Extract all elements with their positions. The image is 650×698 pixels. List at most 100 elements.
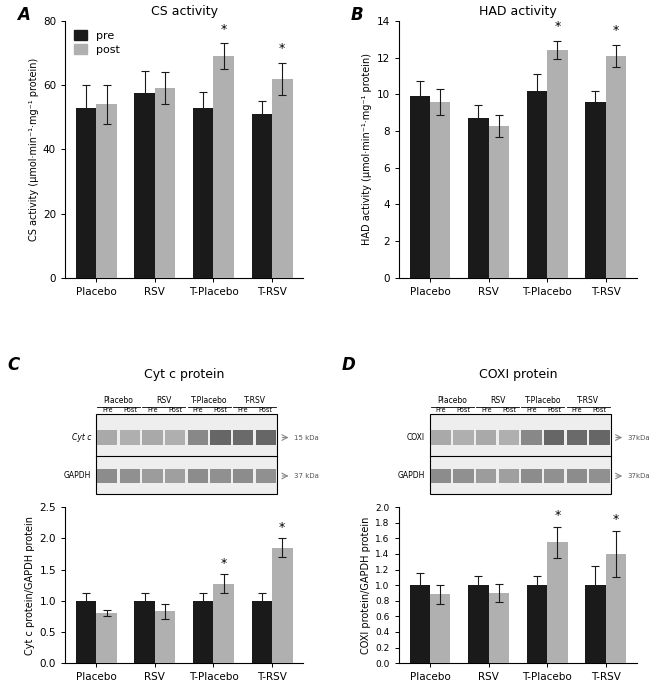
Bar [97,469,118,483]
Text: 37 kDa: 37 kDa [294,473,318,479]
Bar [544,469,564,483]
Bar [255,469,276,483]
Text: GAPDH: GAPDH [64,471,91,480]
Bar [272,548,292,663]
Bar [193,601,213,663]
Text: RSV: RSV [156,396,172,406]
Text: Pre: Pre [526,407,537,413]
Text: RSV: RSV [490,396,505,406]
Bar [585,102,606,278]
Bar [468,118,489,278]
Bar [521,469,541,483]
Bar [155,611,176,663]
Bar [430,102,450,278]
Text: T-Placebo: T-Placebo [525,396,561,406]
Bar [526,585,547,663]
Bar [454,431,474,445]
Bar [142,431,162,445]
Bar [499,469,519,483]
Text: Post: Post [213,407,228,413]
Text: Pre: Pre [436,407,447,413]
Text: Post: Post [592,407,606,413]
Bar [430,595,450,663]
Bar [233,431,254,445]
Text: *: * [554,20,560,34]
Y-axis label: HAD activity (μmol·min⁻¹·mg⁻¹ protein): HAD activity (μmol·min⁻¹·mg⁻¹ protein) [362,53,372,246]
Text: Pre: Pre [102,407,112,413]
Text: Pre: Pre [148,407,158,413]
Bar [188,469,208,483]
Bar [468,585,489,663]
Y-axis label: Cyt c protein/GAPDH protein: Cyt c protein/GAPDH protein [25,516,35,655]
Bar [76,107,96,278]
Text: T-RSV: T-RSV [577,396,599,406]
Bar [193,107,213,278]
Bar [165,431,185,445]
Text: Pre: Pre [192,407,203,413]
Text: *: * [554,509,560,522]
Text: GAPDH: GAPDH [398,471,425,480]
Title: CS activity: CS activity [151,6,218,18]
Text: T-RSV: T-RSV [244,396,265,406]
Y-axis label: CS activity (μmol·min⁻¹·mg⁻¹ protein): CS activity (μmol·min⁻¹·mg⁻¹ protein) [29,58,39,241]
FancyBboxPatch shape [96,413,277,493]
Bar [96,613,117,663]
Text: B: B [351,6,363,24]
Text: Post: Post [123,407,137,413]
Text: *: * [279,42,285,55]
Bar [547,50,567,278]
Bar [476,469,497,483]
Title: HAD activity: HAD activity [479,6,556,18]
Text: COXI: COXI [407,433,425,442]
Bar [142,469,162,483]
Bar [155,89,176,278]
Text: Cyt c: Cyt c [72,433,91,442]
Bar [213,57,234,278]
Text: Post: Post [259,407,273,413]
Bar [211,469,231,483]
Bar [521,431,541,445]
Bar [410,96,430,278]
Bar [120,469,140,483]
Title: Cyt c protein: Cyt c protein [144,369,224,382]
Text: Pre: Pre [238,407,248,413]
Bar [454,469,474,483]
Text: D: D [341,356,355,374]
Bar [252,601,272,663]
Bar [165,469,185,483]
Text: *: * [220,557,227,570]
Bar [213,584,234,663]
Bar [410,585,430,663]
Text: Pre: Pre [571,407,582,413]
Bar [489,126,509,278]
Bar [567,469,587,483]
FancyBboxPatch shape [430,413,611,493]
Bar [135,94,155,278]
Bar [606,554,626,663]
Bar [255,431,276,445]
Text: T-Placebo: T-Placebo [191,396,228,406]
Text: *: * [279,521,285,534]
Bar [233,469,254,483]
Bar [431,469,451,483]
Bar [585,585,606,663]
Bar [97,431,118,445]
Text: Placebo: Placebo [104,396,133,406]
Bar [252,114,272,278]
Text: 37kDa: 37kDa [627,435,650,440]
Text: Post: Post [168,407,182,413]
Bar [431,431,451,445]
Bar [211,431,231,445]
Text: *: * [613,24,619,37]
Bar [590,431,610,445]
Text: Post: Post [502,407,516,413]
Bar [135,601,155,663]
Bar [476,431,497,445]
Text: Post: Post [456,407,471,413]
Bar [76,601,96,663]
Text: Post: Post [547,407,561,413]
Legend: pre, post: pre, post [71,27,124,58]
Text: A: A [18,6,30,24]
Bar [590,469,610,483]
Y-axis label: COXI protein/GAPDH protein: COXI protein/GAPDH protein [361,517,371,654]
